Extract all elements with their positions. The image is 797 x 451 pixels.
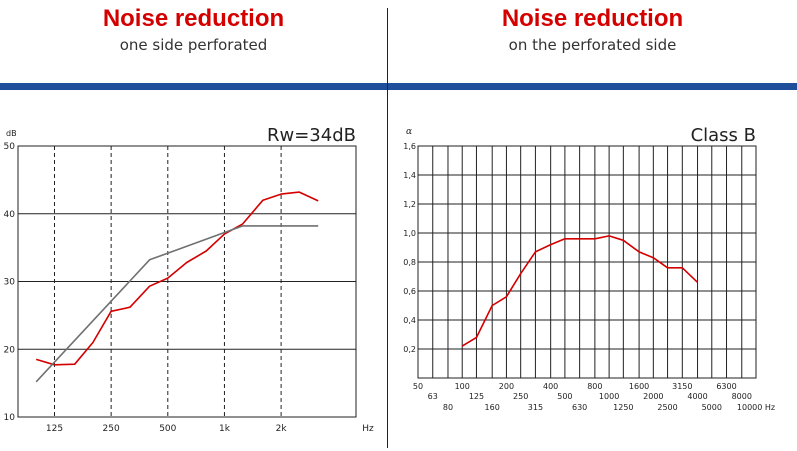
- left-ytick-label-50: 50: [4, 142, 16, 152]
- left-measured-curve: [36, 192, 318, 365]
- left-ytick-label-20: 20: [4, 345, 16, 355]
- right-xtick-lower-80: 80: [443, 403, 453, 412]
- right-ytick-label-7: 1,6: [403, 142, 416, 151]
- right-xtick-mid-2000: 2000: [643, 392, 663, 401]
- left-ytick-label-10: 10: [4, 413, 16, 423]
- left-xtick-label-500: 500: [159, 424, 176, 434]
- right-xtick-mid-500: 500: [557, 392, 572, 401]
- right-xtick-lower-1250: 1250: [613, 403, 633, 412]
- right-yaxis-unit-label: α: [406, 127, 412, 137]
- right-xtick-mid-63: 63: [428, 392, 438, 401]
- right-xtick-lower-630: 630: [572, 403, 587, 412]
- right-chart-annotation: Class B: [691, 125, 756, 146]
- right-xtick-mid-250: 250: [513, 392, 528, 401]
- left-xtick-label-250: 250: [103, 424, 120, 434]
- right-xtick-mid-4000: 4000: [687, 392, 707, 401]
- right-ytick-label-1: 0,4: [403, 316, 416, 325]
- charts-canvas: 10 20 30 40 50 125 250 500 1k 2k Hz dB Rw=34dB 0,2 0,4…: [0, 0, 797, 451]
- left-xtick-label-1000: 1k: [219, 424, 231, 434]
- left-xaxis-unit-label: Hz: [362, 424, 374, 434]
- right-xtick-lower-10000: 10000 Hz: [737, 403, 775, 412]
- right-xtick-upper-400: 400: [543, 382, 558, 391]
- left-ytick-label-30: 30: [4, 278, 16, 288]
- left-chart-annotation: Rw=34dB: [267, 125, 356, 146]
- left-ytick-label-40: 40: [4, 210, 16, 220]
- right-xtick-upper-800: 800: [587, 382, 602, 391]
- right-xtick-upper-100: 100: [455, 382, 470, 391]
- right-xtick-lower-2500: 2500: [657, 403, 677, 412]
- right-xtick-mid-1000: 1000: [599, 392, 619, 401]
- right-ytick-label-5: 1,2: [403, 200, 416, 209]
- right-xtick-lower-5000: 5000: [702, 403, 722, 412]
- right-ytick-label-0: 0,2: [403, 345, 416, 354]
- right-xtick-upper-6300: 6300: [716, 382, 736, 391]
- right-xtick-upper-1600: 1600: [629, 382, 649, 391]
- left-xtick-label-2000: 2k: [276, 424, 288, 434]
- right-ytick-label-6: 1,4: [403, 171, 416, 180]
- right-xtick-lower-315: 315: [528, 403, 543, 412]
- left-reference-curve: [36, 226, 318, 382]
- right-xtick-lower-160: 160: [485, 403, 500, 412]
- right-xtick-upper-200: 200: [499, 382, 514, 391]
- left-xtick-label-125: 125: [46, 424, 63, 434]
- right-ytick-label-4: 1,0: [403, 229, 416, 238]
- right-xtick-mid-125: 125: [469, 392, 484, 401]
- left-yaxis-unit-label: dB: [6, 129, 17, 138]
- right-xtick-upper-50: 50: [413, 382, 423, 391]
- right-xtick-upper-3150: 3150: [672, 382, 692, 391]
- right-xtick-mid-8000: 8000: [732, 392, 752, 401]
- right-ytick-label-2: 0,6: [403, 287, 416, 296]
- right-ytick-label-3: 0,8: [403, 258, 416, 267]
